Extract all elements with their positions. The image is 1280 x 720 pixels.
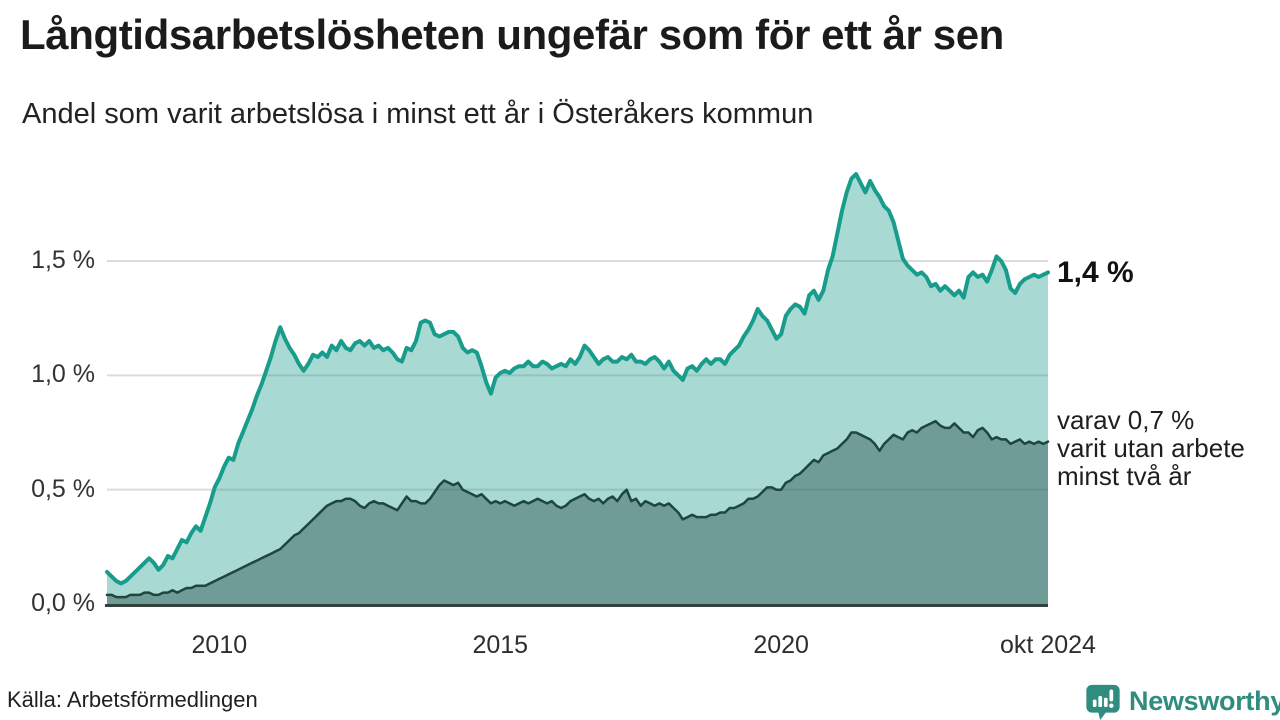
x-axis-tick-label: 2015 (472, 631, 529, 659)
annotation-line: minst två år (1057, 461, 1192, 491)
annotation-line: varav 0,7 % (1057, 405, 1195, 435)
chart-title: Långtidsarbetslösheten ungefär som för e… (20, 11, 1004, 58)
end-value-label: 1,4 % (1057, 256, 1134, 289)
bar-chart-speech-bubble-icon (1086, 684, 1120, 720)
y-axis-tick-label: 1,0 % (31, 360, 95, 389)
x-axis-tick-label: 2020 (753, 631, 809, 659)
x-axis-tick-label: 2010 (191, 631, 248, 659)
x-axis-tick-label: okt 2024 (1000, 631, 1096, 659)
y-axis-tick-label: 0,5 % (31, 474, 95, 503)
chart-subtitle: Andel som varit arbetslösa i minst ett å… (22, 98, 814, 130)
secondary-series-annotation: varav 0,7 % varit utan arbete minst två … (1057, 406, 1245, 490)
y-axis-tick-label: 0,0 % (31, 589, 95, 617)
brand-wordmark: Newsworthy (1129, 686, 1280, 716)
newsworthy-logo: Newsworthy (1084, 683, 1280, 720)
source-label: Källa: Arbetsförmedlingen (7, 687, 258, 712)
annotation-line: varit utan arbete (1057, 433, 1245, 463)
y-axis-tick-label: 1,5 % (31, 246, 95, 274)
